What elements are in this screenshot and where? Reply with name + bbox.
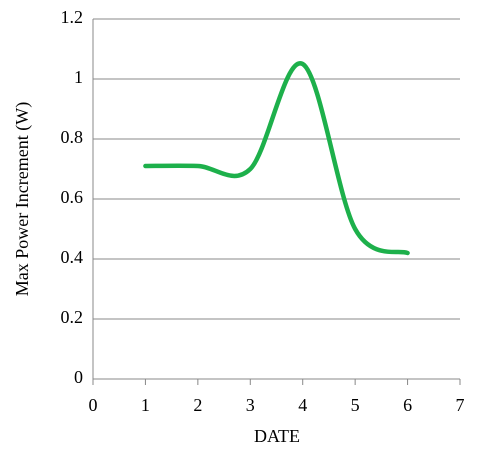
x-tick-label: 0: [89, 395, 98, 415]
x-tick-label: 3: [246, 395, 255, 415]
x-tick-label: 1: [141, 395, 150, 415]
y-tick-label: 0.4: [61, 247, 84, 267]
y-tick-label: 0.2: [61, 307, 84, 327]
x-tick-label: 5: [351, 395, 360, 415]
y-tick-label: 0.8: [61, 127, 84, 147]
x-tick-label: 6: [403, 395, 412, 415]
x-tick-label: 7: [456, 395, 465, 415]
y-tick-label: 1: [74, 67, 83, 87]
y-axis-label: Max Power Increment (W): [12, 102, 33, 296]
y-tick-label: 1.2: [61, 7, 84, 27]
x-axis-label: DATE: [254, 426, 300, 446]
x-tick-label: 4: [298, 395, 307, 415]
y-tick-label: 0.6: [61, 187, 84, 207]
y-tick-label: 0: [74, 367, 83, 387]
x-tick-label: 2: [193, 395, 202, 415]
line: [143, 61, 410, 256]
